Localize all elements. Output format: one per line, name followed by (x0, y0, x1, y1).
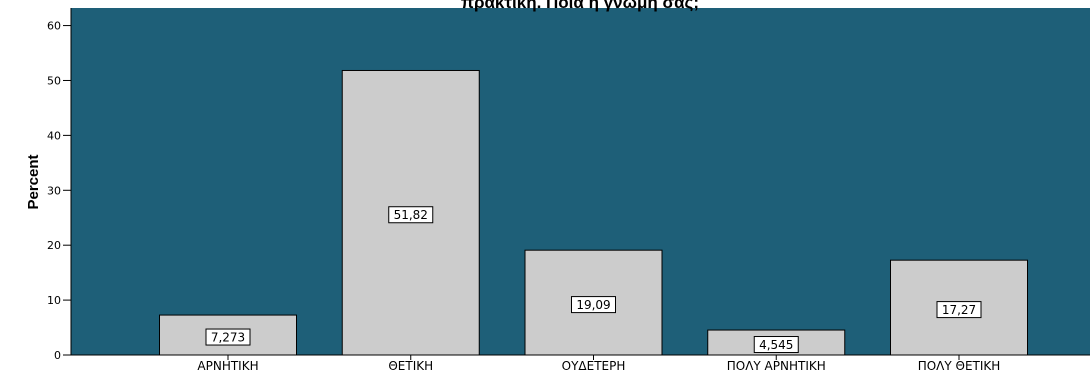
data-label: 4,545 (759, 338, 793, 352)
y-tick-label: 50 (47, 74, 61, 87)
y-tick-label: 30 (47, 184, 61, 197)
x-axis-ticks: ΑΡΝΗΤΙΚΗ ΘΕΤΙΚΗ ΟΥΔΕΤΕΡΗ ΠΟΛΥ ΑΡΝΗΤΙΚΗ ΠΟΛΥ … (197, 355, 1000, 372)
chart-title: πρακτική. Ποια η γνώμη σας; (461, 0, 699, 12)
data-label: 17,27 (942, 303, 976, 317)
y-tick-label: 10 (47, 294, 61, 307)
x-tick-label: ΑΡΝΗΤΙΚΗ (197, 359, 258, 372)
x-tick-label: ΟΥΔΕΤΕΡΗ (562, 359, 626, 372)
bars: 7,273 51,82 19,09 4,545 17,27 (159, 69, 1028, 356)
y-axis-label: Percent (25, 154, 42, 209)
y-tick-label: 20 (47, 239, 61, 252)
data-label: 7,273 (211, 331, 245, 345)
y-tick-label: 0 (54, 349, 61, 362)
data-label-box (205, 328, 251, 346)
data-label: 51,82 (394, 208, 428, 222)
y-tick-label: 40 (47, 129, 61, 142)
data-label: 19,09 (576, 298, 610, 312)
x-tick-label: ΠΟΛΥ ΘΕΤΙΚΗ (918, 359, 1001, 372)
data-label-box (571, 296, 616, 314)
x-tick-label: ΠΟΛΥ ΑΡΝΗΤΙΚΗ (727, 359, 826, 372)
x-tick-label: ΘΕΤΙΚΗ (388, 359, 433, 372)
y-tick-label: 60 (47, 20, 61, 33)
data-label-box (753, 336, 799, 354)
data-label-box (388, 206, 434, 224)
data-label-box (936, 301, 982, 319)
y-axis-ticks: 0 10 20 30 40 50 60 (47, 20, 71, 362)
